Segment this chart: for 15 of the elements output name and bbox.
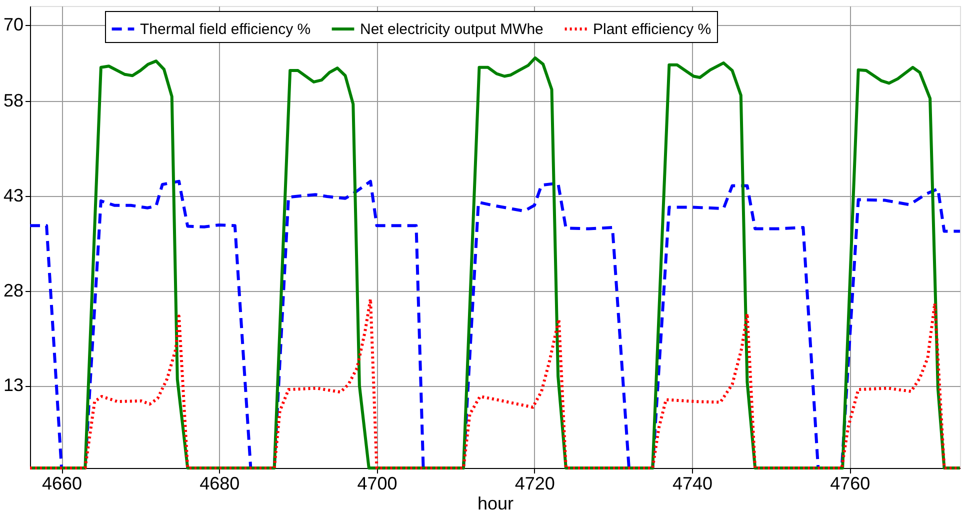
y-tick-label: 28 bbox=[3, 280, 24, 300]
x-tick-label: 4680 bbox=[200, 474, 240, 494]
y-tick-label: 58 bbox=[3, 90, 24, 110]
x-tick-label: 4700 bbox=[357, 474, 398, 494]
y-tick-label: 13 bbox=[3, 375, 24, 396]
x-tick-label: 4740 bbox=[672, 474, 713, 494]
y-tick-label: 43 bbox=[3, 185, 24, 206]
x-tick-label: 4760 bbox=[830, 474, 870, 494]
legend-label: Net electricity output MWhe bbox=[360, 21, 544, 38]
y-tick-label: 70 bbox=[3, 14, 24, 34]
x-tick-label: 4660 bbox=[42, 474, 82, 494]
legend-label: Thermal field efficiency % bbox=[140, 21, 311, 38]
legend-label: Plant efficiency % bbox=[593, 21, 712, 38]
x-tick-label: 4720 bbox=[514, 474, 555, 494]
x-axis-title: hour bbox=[477, 494, 514, 514]
